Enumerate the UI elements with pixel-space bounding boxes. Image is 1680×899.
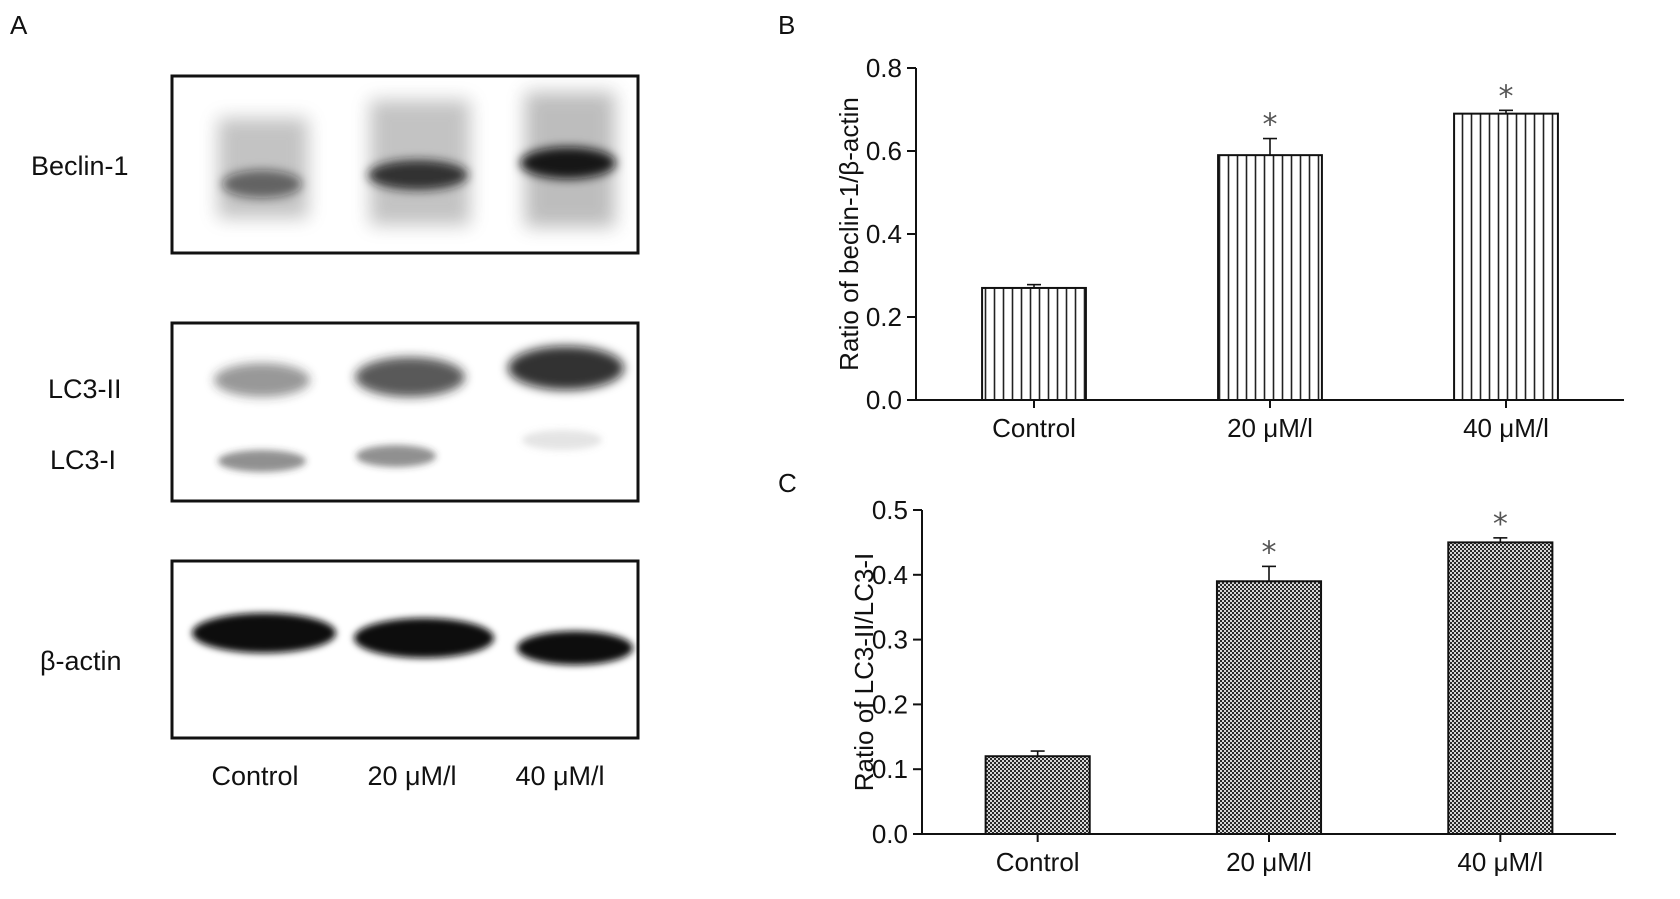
- x-tick-label: Control: [996, 847, 1080, 877]
- lc3-i-bands: [218, 430, 602, 472]
- x-tick-label: 40 μM/l: [1457, 847, 1543, 877]
- y-axis-title: Ratio of beclin-1/β-actin: [834, 97, 864, 371]
- y-tick-label: 0.0: [866, 385, 902, 415]
- bar: [1453, 112, 1559, 402]
- y-tick-label: 0.2: [872, 689, 908, 719]
- blot-label-actin: β-actin: [40, 646, 122, 676]
- bar: [984, 755, 1091, 835]
- blot-label-lc3-ii: LC3-II: [48, 374, 122, 404]
- panel-letter-a: A: [10, 10, 28, 40]
- blot-label-lc3-i: LC3-I: [50, 445, 116, 475]
- x-tick-label: Control: [992, 413, 1076, 443]
- panel-letter-c: C: [778, 468, 797, 498]
- significance-star: *: [1263, 108, 1278, 143]
- blot-label-beclin: Beclin-1: [31, 151, 129, 181]
- y-tick-label: 0.3: [872, 625, 908, 655]
- blot-box-actin: [170, 559, 640, 740]
- bar-chart-beclin: 0.0 0.2 0.4 0.6 0.8 Control * 20 μM/l * 40 μM/l Ra…: [834, 53, 1624, 443]
- y-tick-label: 0.5: [872, 495, 908, 525]
- bar-chart-lc3: 0.0 0.1 0.2 0.3 0.4 0.5 Control * 20 μM/l * 40 μM/…: [849, 495, 1616, 877]
- blot-box-lc3: [170, 321, 640, 503]
- lane-label: 40 μM/l: [515, 761, 604, 791]
- y-tick-label: 0.2: [866, 302, 902, 332]
- y-tick-label: 0.4: [866, 219, 902, 249]
- bar: [981, 286, 1087, 402]
- y-tick-label: 0.0: [872, 819, 908, 849]
- lc3-ii-bands: [214, 346, 624, 397]
- x-tick-label: 40 μM/l: [1463, 413, 1549, 443]
- y-tick-label: 0.8: [866, 53, 902, 83]
- significance-star: *: [1493, 507, 1508, 542]
- beclin-bands: [222, 147, 616, 198]
- y-axis-title: Ratio of LC3-II/LC3-I: [849, 553, 879, 791]
- lane-label: Control: [211, 761, 298, 791]
- panel-letter-b: B: [778, 10, 795, 40]
- bar: [1217, 154, 1323, 401]
- significance-star: *: [1499, 79, 1514, 114]
- significance-star: *: [1262, 535, 1277, 570]
- y-tick-label: 0.6: [866, 136, 902, 166]
- blot-box-beclin: [170, 74, 640, 255]
- x-tick-label: 20 μM/l: [1226, 847, 1312, 877]
- lane-label: 20 μM/l: [367, 761, 456, 791]
- x-tick-label: 20 μM/l: [1227, 413, 1313, 443]
- bar: [1215, 580, 1323, 836]
- western-blot: Beclin-1 LC3-II LC3-I β-actin Control 20…: [31, 74, 640, 791]
- bar: [1447, 541, 1554, 836]
- actin-bands: [192, 613, 633, 665]
- y-tick-label: 0.4: [872, 560, 908, 590]
- y-tick-label: 0.1: [872, 754, 908, 784]
